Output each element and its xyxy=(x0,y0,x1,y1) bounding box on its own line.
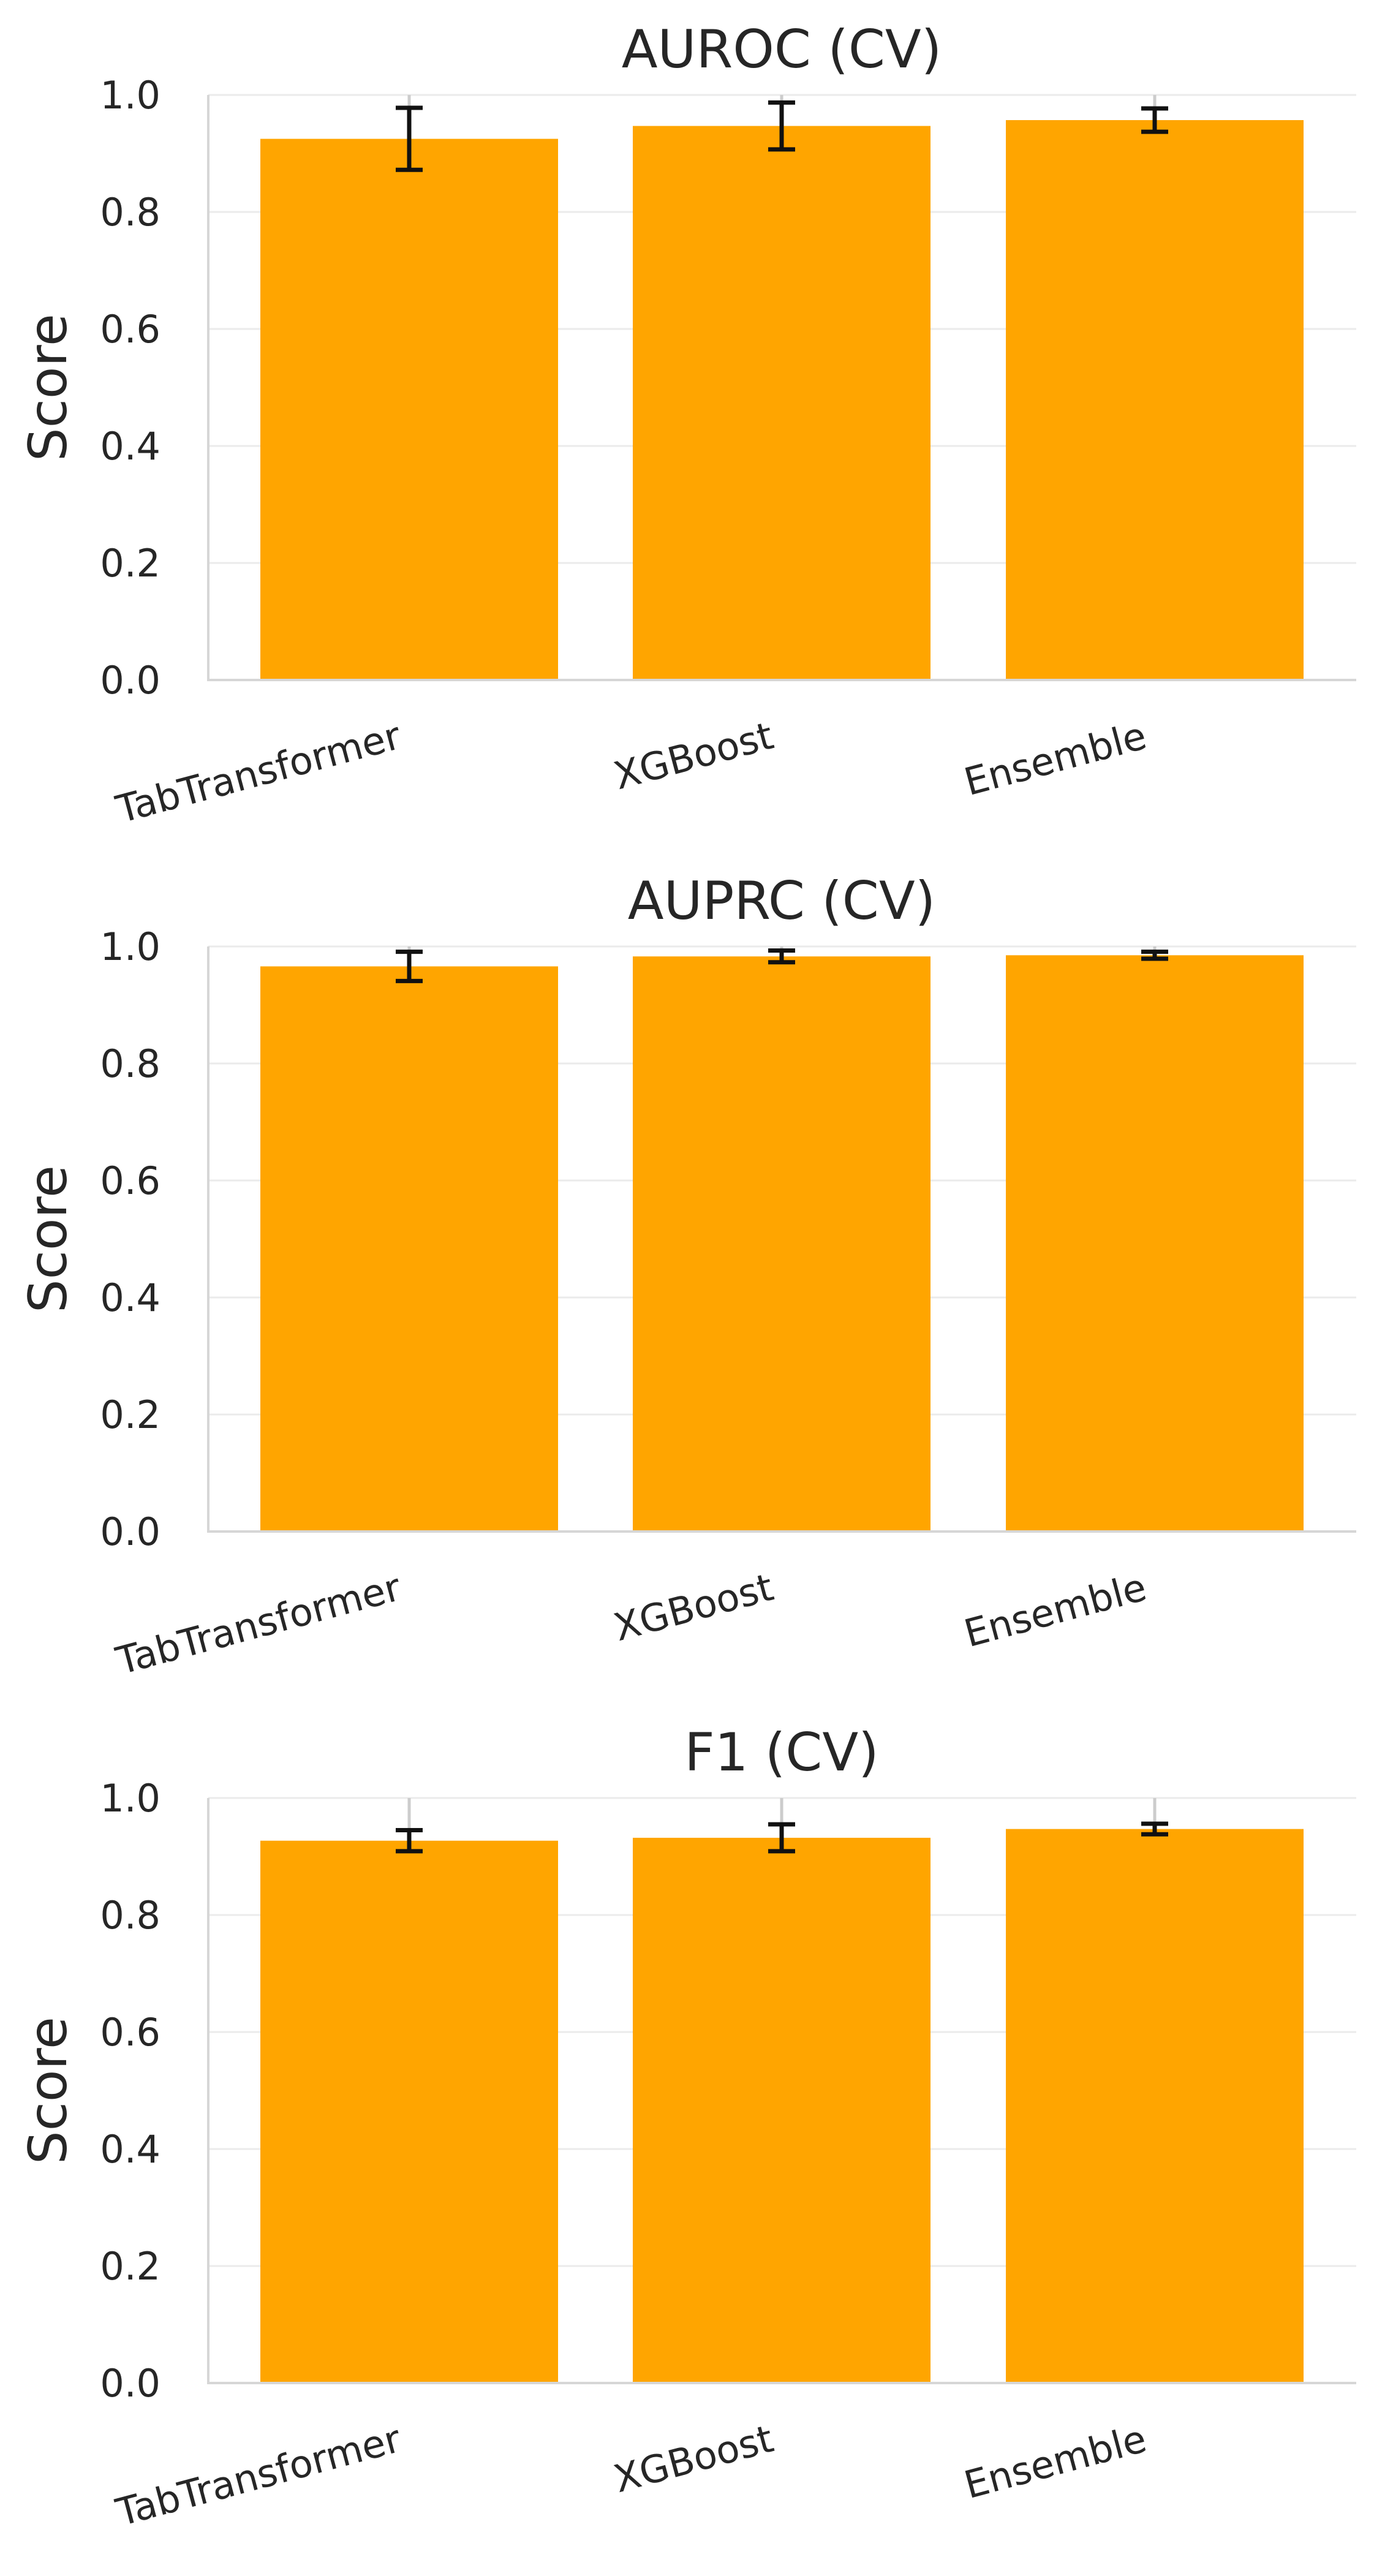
x-tick-label: TabTransformer xyxy=(111,1565,406,1683)
x-tick-label: XGBoost xyxy=(610,713,778,798)
chart-title: AUROC (CV) xyxy=(622,19,942,80)
y-tick-label: 0.2 xyxy=(100,2244,160,2289)
axis-spines xyxy=(207,95,1356,681)
bar-tabtransformer xyxy=(260,1840,558,2383)
x-tick-label: Ensemble xyxy=(959,1565,1151,1656)
x-tick-label: TabTransformer xyxy=(111,2416,406,2535)
y-tick-label: 0.8 xyxy=(100,190,160,235)
bar-tabtransformer xyxy=(260,966,558,1532)
bar-xgboost xyxy=(633,126,931,681)
y-tick-label: 0.4 xyxy=(100,1275,160,1320)
y-tick-label: 1.0 xyxy=(100,73,160,118)
y-tick-label: 0.4 xyxy=(100,424,160,469)
x-tick-label: XGBoost xyxy=(610,1565,778,1650)
y-tick-label: 0.0 xyxy=(100,658,160,703)
bar-ensemble xyxy=(1006,120,1304,680)
chart-panel-3: 0.0 0.2 0.4 0.6 0.8 1.0 F1 (CV) Score TabTransfo… xyxy=(18,1722,1356,2535)
error-bar xyxy=(768,948,795,965)
y-tick-label: 1.0 xyxy=(100,1776,160,1821)
axis-spines xyxy=(207,1798,1356,2384)
y-tick-label: 0.0 xyxy=(100,1509,160,1554)
error-bar xyxy=(396,105,423,172)
y-axis-label: Score xyxy=(18,2017,79,2164)
y-tick-label: 0.6 xyxy=(100,2010,160,2055)
bar-ensemble xyxy=(1006,1829,1304,2383)
chart-panel-2: 0.0 0.2 0.4 0.6 0.8 1.0 AUPRC (CV) Score TabTran… xyxy=(18,871,1356,1683)
chart-panel-1: 0.0 0.2 0.4 0.6 0.8 1.0 AUROC (CV) Score TabTran… xyxy=(18,19,1356,832)
error-bar xyxy=(1141,950,1168,961)
error-bar xyxy=(768,100,795,152)
y-tick-label: 0.4 xyxy=(100,2127,160,2172)
y-tick-label: 0.8 xyxy=(100,1893,160,1938)
y-axis-label: Score xyxy=(18,1165,79,1313)
y-tick-label: 1.0 xyxy=(100,924,160,969)
y-tick-label: 0.2 xyxy=(100,541,160,586)
x-tick-label: Ensemble xyxy=(959,2416,1151,2507)
bar-xgboost xyxy=(633,956,931,1532)
chart-title: F1 (CV) xyxy=(684,1722,879,1783)
x-tick-label: XGBoost xyxy=(610,2416,778,2501)
y-tick-label: 0.0 xyxy=(100,2361,160,2406)
axis-spines xyxy=(207,946,1356,1533)
y-tick-label: 0.6 xyxy=(100,1158,160,1203)
error-bar xyxy=(768,1822,795,1854)
x-tick-label: Ensemble xyxy=(959,713,1151,804)
error-bar xyxy=(1141,1821,1168,1837)
y-tick-label: 0.6 xyxy=(100,307,160,352)
bar-xgboost xyxy=(633,1837,931,2383)
bar-ensemble xyxy=(1006,955,1304,1532)
error-bar xyxy=(1141,106,1168,134)
x-tick-label: TabTransformer xyxy=(111,713,406,832)
error-bar xyxy=(396,1828,423,1854)
y-tick-label: 0.2 xyxy=(100,1392,160,1437)
error-bar xyxy=(396,950,423,983)
y-tick-label: 0.8 xyxy=(100,1041,160,1086)
y-axis-label: Score xyxy=(18,314,79,461)
chart-title: AUPRC (CV) xyxy=(628,871,935,932)
bar-tabtransformer xyxy=(260,138,558,680)
